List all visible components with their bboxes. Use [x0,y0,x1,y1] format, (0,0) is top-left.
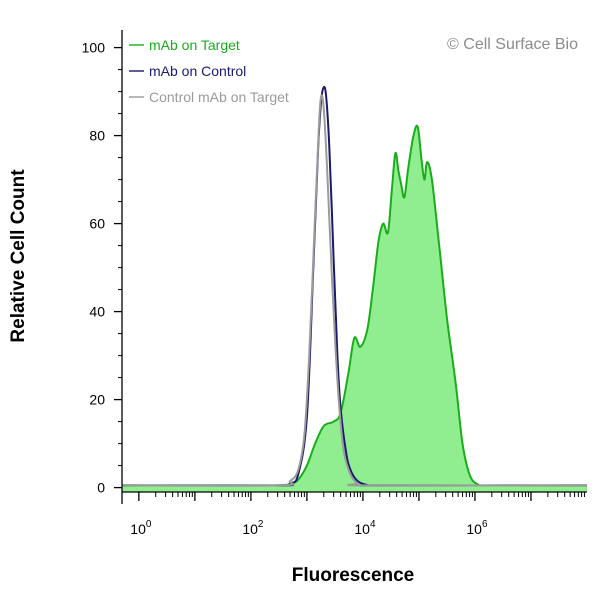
series-line-control-mab-on-target [121,94,588,487]
series-fill-mab-on-target [122,125,587,492]
y-tick-label: 100 [82,40,106,56]
legend: mAb on Target mAb on Control Control mAb o… [129,37,289,105]
x-axis-title: Fluorescence [292,565,415,586]
legend-label-mab-on-control: mAb on Control [149,63,246,79]
y-tick-label: 0 [97,480,105,496]
y-tick-label: 80 [89,128,105,144]
y-axis-title: Relative Cell Count [8,169,29,343]
y-tick-label: 40 [89,304,105,320]
y-tick-label: 60 [89,216,105,232]
axes: 0 20 40 60 80 100 100 102 104 106 [82,30,587,537]
x-tick-label: 100 [130,519,152,537]
legend-label-mab-on-target: mAb on Target [149,37,240,53]
copyright-label: © Cell Surface Bio [447,36,578,53]
plot-area [121,85,588,492]
legend-label-control-mab-on-target: Control mAb on Target [149,89,289,105]
x-tick-label: 106 [466,519,488,537]
x-tick-label: 102 [242,519,264,537]
x-tick-label: 104 [354,519,376,537]
series-line-mab-on-target [122,124,588,487]
y-tick-label: 20 [89,392,105,408]
series-line-mab-on-control [121,85,588,487]
